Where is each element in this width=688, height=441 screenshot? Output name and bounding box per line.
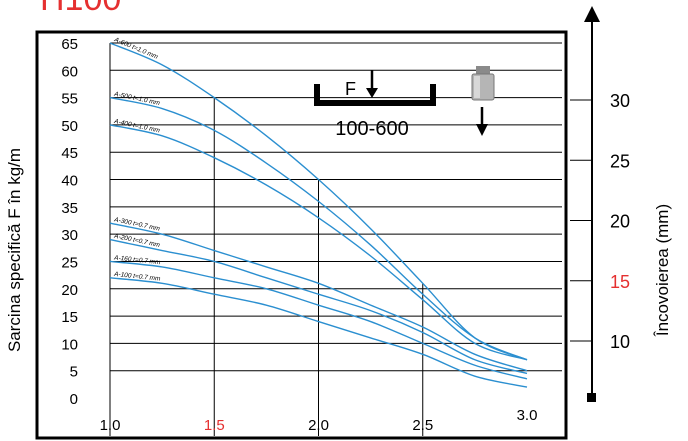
y-tick-label: 5 xyxy=(70,364,78,381)
y2-tick-label: 30 xyxy=(610,91,630,111)
series-line xyxy=(109,42,528,361)
channel-shape xyxy=(314,84,436,106)
y2-axis-title: Încovoierea (mm) xyxy=(653,204,672,337)
y-tick-label: 55 xyxy=(61,91,78,108)
x-tick-labels: 1.0 1.5 2.0 2.5 3.0 xyxy=(100,407,538,434)
series-line xyxy=(109,238,528,375)
axis-end-marker xyxy=(587,393,596,402)
span-label: 100-600 xyxy=(335,118,408,140)
y2-tick-label: 20 xyxy=(610,212,630,232)
y-tick-label: 40 xyxy=(61,173,78,190)
secondary-axis: 10 15 20 25 30 Încovoierea (mm) xyxy=(570,6,672,402)
x-tick-label: 2.0 xyxy=(308,417,329,434)
y-tick-label: 15 xyxy=(61,309,78,326)
y2-tick-labels: 10 15 20 25 30 xyxy=(570,91,630,352)
x-tick-label: 2.5 xyxy=(412,417,433,434)
grid-lines xyxy=(109,42,562,436)
y-tick-label: 20 xyxy=(61,282,78,299)
load-arrow-icon xyxy=(366,88,378,98)
y2-tick-label: 25 xyxy=(610,151,630,171)
y-tick-label: 0 xyxy=(70,391,78,408)
y-tick-label: 25 xyxy=(61,254,78,271)
x-tick-label: 3.0 xyxy=(517,407,538,424)
y-tick-label: 45 xyxy=(61,145,78,162)
axis-arrow-up-icon xyxy=(584,6,600,22)
series-line xyxy=(109,96,528,361)
y-tick-labels: 0 5 10 15 20 25 30 35 40 45 50 55 60 65 xyxy=(61,36,78,408)
series-line xyxy=(109,260,528,380)
load-label: F xyxy=(345,79,356,99)
series-line xyxy=(109,222,528,372)
y-tick-label: 30 xyxy=(61,227,78,244)
y2-tick-label: 15 xyxy=(610,272,630,292)
deflection-arrow-icon xyxy=(476,124,488,136)
x-tick-label: 1.5 xyxy=(204,417,225,434)
y-tick-label: 60 xyxy=(61,63,78,80)
y-tick-label: 10 xyxy=(61,336,78,353)
y-tick-label: 35 xyxy=(61,200,78,217)
x-tick-label: 1.0 xyxy=(100,417,121,434)
series-line xyxy=(109,124,528,361)
series-lines xyxy=(109,42,528,388)
series-label: A-160 t=0.7 mm xyxy=(113,254,161,266)
y-tick-label: 65 xyxy=(61,36,78,53)
series-line xyxy=(109,277,528,388)
y2-tick-label: 10 xyxy=(610,332,630,352)
y-tick-label: 50 xyxy=(61,118,78,135)
load-diagram: F 100-600 xyxy=(314,66,495,140)
y-axis-title: Sarcina specifică F în kg/m xyxy=(5,148,24,352)
weight-icon xyxy=(471,66,495,101)
chart-code: H100 xyxy=(40,0,121,18)
series-label: A-100 t=0.7 mm xyxy=(113,271,161,283)
